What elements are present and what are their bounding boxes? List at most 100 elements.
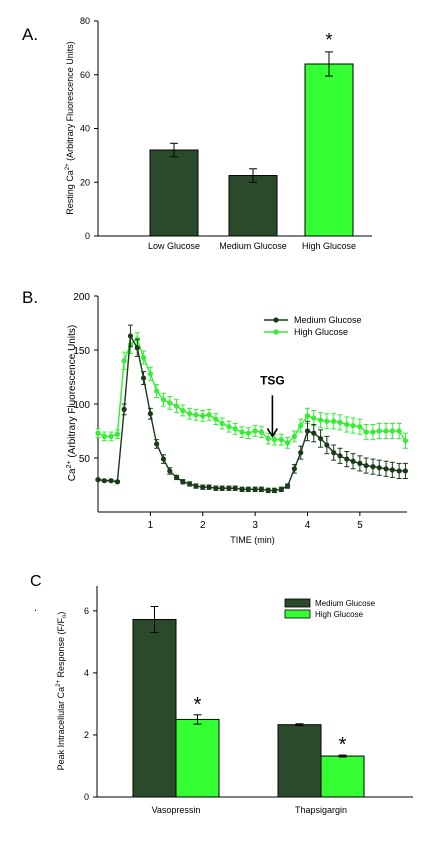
data-point [337,453,343,459]
y-axis-label-superscript: 2+ [65,163,71,170]
data-point [140,375,147,381]
y-axis-label: Peak Intracellular Ca2+ Response (F/Fo) [56,612,68,771]
data-point [239,429,245,435]
data-point [219,420,225,427]
data-point [147,371,153,377]
data-point [370,429,376,435]
series-high-glucose [95,332,409,449]
y-axis-label-part: Ca [67,468,78,481]
data-point [396,428,402,434]
data-point [167,400,173,406]
data-point [206,484,212,490]
significance-asterisk: * [325,30,332,50]
data-point [291,466,297,472]
data-point [402,438,409,444]
data-point [389,428,395,434]
series-medium-glucose [95,324,409,494]
data-point [383,428,389,434]
y-tick-label: 4 [84,668,89,678]
data-point [331,450,337,456]
x-tick-label: 2 [200,520,206,531]
data-point [311,430,317,436]
data-point [200,484,206,490]
x-tick-label: 5 [357,520,363,531]
data-point [95,430,101,436]
data-point [278,437,284,443]
data-point [173,474,180,481]
bar [132,619,177,798]
y-axis-label: Ca2+ (Arbitrary Fluorescence Units) [66,325,78,481]
y-axis-label-part: (Arbitrary Fluorescence Units) [65,41,75,163]
data-point [219,485,225,491]
x-tick-label: Low Glucose [148,241,200,251]
y-axis-label-part: Peak Intracellular Ca [56,687,66,771]
data-point [331,418,337,424]
y-axis-label-part: (Arbitrary Fluorescence Units) [67,325,78,461]
data-point [180,407,186,414]
data-point [304,428,311,434]
data-point [337,419,343,425]
data-point [258,429,265,435]
legend-marker [273,317,279,323]
data-point [304,413,311,419]
x-axis-label: TIME (min) [230,535,275,545]
tsg-annotation: TSG [260,374,285,388]
data-point [206,412,212,418]
data-point [317,417,324,423]
data-point [187,411,193,417]
data-point [265,435,271,442]
significance-asterisk: * [339,734,347,756]
y-tick-label: 50 [79,454,91,465]
data-point [370,464,376,470]
data-point [402,468,409,474]
data-point [245,430,251,436]
data-point [245,486,251,492]
legend-swatch [284,598,311,608]
data-point [193,412,199,418]
bar [304,63,354,237]
legend-label: High Glucose [315,610,364,619]
data-point [200,413,206,419]
data-point [226,424,232,430]
data-point [324,442,330,448]
y-tick-label: 60 [80,70,90,80]
data-point [173,403,180,409]
data-point [324,418,330,424]
data-point [258,486,265,492]
data-point [298,423,304,429]
data-point [140,354,147,361]
x-tick-label: 3 [252,520,258,531]
error-bar [193,714,202,725]
data-point [167,468,173,474]
data-point [134,345,140,351]
y-tick-label: 100 [73,400,90,411]
y-axis-label-part: Resting Ca [65,170,75,215]
x-tick-label: 1 [148,520,154,531]
data-point [350,423,356,429]
data-point [396,468,402,474]
data-point [232,426,238,432]
data-point [252,428,258,434]
data-point [350,458,356,464]
legend-swatch [284,609,311,619]
data-point [344,456,350,462]
y-axis-label-subscript: o [62,614,68,618]
legend-marker [273,329,279,335]
y-tick-label: 0 [85,231,90,241]
data-point [127,333,134,339]
legend-label: Medium Glucose [315,599,376,608]
y-tick-label: 6 [84,606,89,616]
bar [320,755,365,798]
data-point [160,456,167,462]
data-point [213,485,219,491]
y-axis-label-superscript: 2+ [56,679,62,686]
data-point [383,466,389,472]
data-point [389,467,395,473]
legend-label: High Glucose [294,327,348,337]
legend: Medium Glucose High Glucose [284,598,376,619]
panel-label-a: A. [22,25,38,44]
data-point [271,437,278,443]
y-tick-label: 40 [80,124,90,134]
stray-mark: . [34,602,37,614]
